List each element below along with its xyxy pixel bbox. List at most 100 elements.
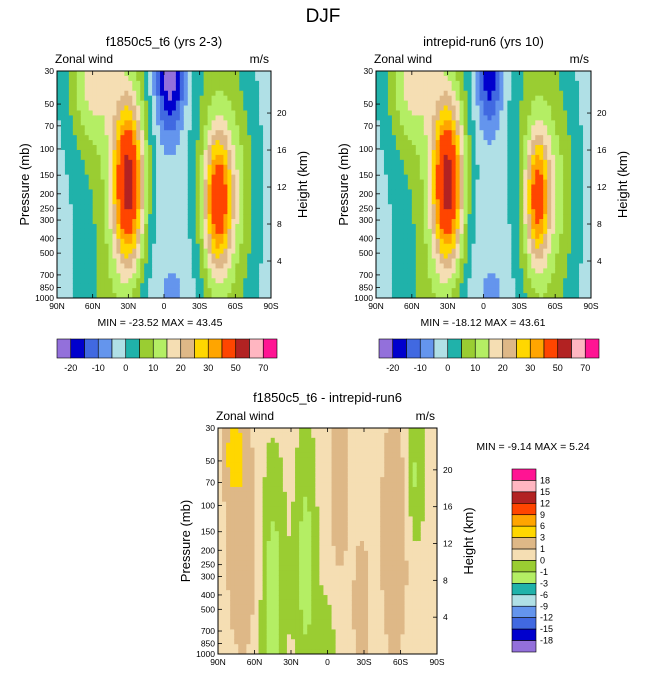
- contour-cell: [100, 154, 106, 161]
- contour-cell: [227, 184, 232, 191]
- contour-cell: [76, 130, 82, 136]
- contour-cell: [527, 214, 532, 220]
- contour-cell: [199, 233, 205, 240]
- contour-cell: [267, 71, 271, 77]
- contour-cell: [567, 120, 572, 126]
- contour-cell: [467, 228, 473, 235]
- contour-cell: [60, 95, 66, 102]
- contour-cell: [187, 140, 193, 146]
- contour-cell: [559, 273, 564, 279]
- contour-cell: [263, 130, 268, 136]
- contour-cell: [463, 189, 469, 195]
- contour-cell: [411, 219, 417, 225]
- contour-cell: [92, 159, 98, 166]
- contour-cell: [227, 189, 232, 195]
- contour-cell: [167, 159, 173, 166]
- contour-cell: [479, 80, 485, 87]
- contour-cell: [148, 105, 153, 112]
- contour-cell: [579, 100, 584, 107]
- contour-cell: [60, 233, 66, 240]
- contour-cell: [60, 273, 66, 279]
- contour-cell: [263, 293, 268, 298]
- contour-cell: [531, 273, 536, 279]
- contour-cell: [57, 159, 62, 166]
- contour-cell: [543, 174, 548, 181]
- contour-cell: [575, 80, 580, 87]
- contour-cell: [88, 268, 94, 274]
- contour-cell: [491, 248, 497, 255]
- contour-cell: [223, 179, 228, 186]
- contour-cell: [519, 135, 524, 141]
- contour-cell: [555, 263, 560, 269]
- contour-cell: [84, 233, 90, 240]
- contour-cell: [491, 80, 497, 87]
- contour-cell: [263, 100, 268, 107]
- contour-cell: [487, 71, 493, 77]
- contour-cell: [495, 189, 501, 195]
- contour-cell: [199, 130, 205, 136]
- contour-cell: [551, 238, 556, 245]
- contour-cell: [523, 100, 528, 107]
- contour-cell: [60, 194, 66, 200]
- contour-cell: [179, 253, 185, 260]
- contour-cell: [227, 120, 232, 126]
- contour-cell: [479, 288, 485, 294]
- contour-cell: [451, 145, 457, 151]
- contour-cell: [223, 253, 228, 260]
- contour-cell: [128, 228, 133, 235]
- contour-cell: [427, 85, 433, 92]
- contour-cell: [235, 238, 240, 245]
- contour-cell: [411, 105, 417, 112]
- contour-cell: [128, 135, 133, 141]
- contour-cell: [96, 288, 102, 294]
- contour-cell: [563, 194, 568, 200]
- contour-cell: [128, 115, 133, 121]
- contour-cell: [120, 145, 125, 151]
- contour-cell: [559, 135, 564, 141]
- contour-cell: [579, 95, 584, 102]
- contour-cell: [84, 105, 90, 112]
- contour-cell: [519, 95, 524, 102]
- contour-cell: [227, 209, 232, 215]
- contour-cell: [507, 95, 512, 102]
- contour-cell: [88, 120, 94, 126]
- contour-cell: [88, 115, 94, 121]
- contour-cell: [383, 105, 389, 112]
- contour-cell: [376, 199, 381, 205]
- contour-cell: [112, 154, 118, 161]
- contour-cell: [124, 149, 129, 156]
- contour-cell: [136, 214, 141, 220]
- contour-cell: [215, 189, 221, 195]
- contour-cell: [68, 135, 74, 141]
- contour-cell: [247, 140, 252, 146]
- contour-cell: [503, 248, 508, 255]
- contour-cell: [72, 149, 78, 156]
- contour-cell: [68, 248, 74, 255]
- y-tick-label: 400: [40, 234, 54, 244]
- contour-cell: [167, 219, 173, 225]
- contour-cell: [88, 75, 94, 82]
- contour-cell: [527, 100, 532, 107]
- contour-cell: [407, 85, 413, 92]
- contour-cell: [415, 233, 421, 240]
- contour-cell: [399, 110, 405, 117]
- contour-cell: [407, 115, 413, 121]
- contour-cell: [263, 125, 268, 131]
- contour-cell: [100, 253, 106, 260]
- contour-cell: [203, 263, 209, 269]
- contour-cell: [439, 189, 445, 195]
- contour-cell: [239, 95, 244, 102]
- contour-cell: [387, 293, 393, 298]
- contour-cell: [387, 248, 393, 255]
- contour-cell: [179, 159, 185, 166]
- contour-cell: [140, 194, 145, 200]
- contour-cell: [171, 273, 177, 279]
- contour-cell: [575, 179, 580, 186]
- contour-cell: [108, 120, 114, 126]
- contour-cell: [255, 253, 260, 260]
- contour-cell: [551, 145, 556, 151]
- contour-cell: [491, 135, 497, 141]
- contour-cell: [219, 85, 225, 92]
- contour-cell: [64, 71, 70, 77]
- contour-cell: [483, 293, 489, 298]
